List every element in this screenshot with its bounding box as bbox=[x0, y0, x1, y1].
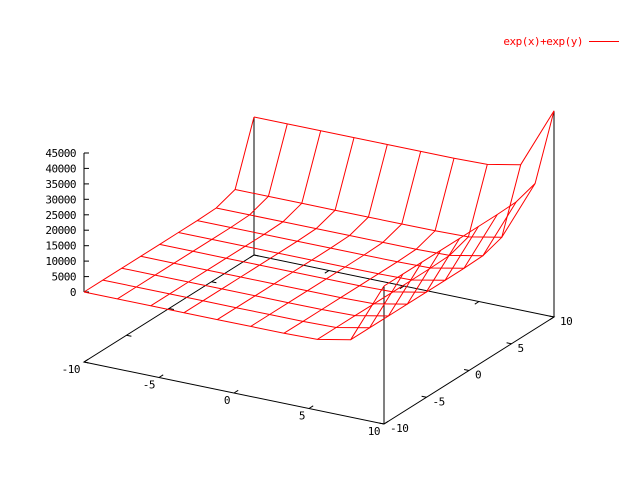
surface-mesh bbox=[83, 110, 555, 341]
y-tick-label: 5 bbox=[518, 342, 524, 355]
mesh-isoline-y bbox=[102, 273, 404, 329]
z-tick-label: 40000 bbox=[45, 162, 76, 175]
mesh-isoline-y bbox=[216, 201, 517, 257]
mesh-isoline-x bbox=[317, 164, 488, 340]
y-tick-mirror bbox=[126, 334, 132, 337]
y-tick bbox=[421, 395, 427, 398]
legend: exp(x)+exp(y) bbox=[503, 35, 619, 48]
x-tick-mirror bbox=[249, 254, 255, 259]
x-tick bbox=[308, 405, 314, 409]
y-tick-mirror bbox=[253, 254, 259, 257]
mesh-isoline-y bbox=[140, 250, 442, 305]
legend-label: exp(x)+exp(y) bbox=[503, 35, 583, 48]
x-tick bbox=[158, 374, 164, 378]
y-tick-mirror bbox=[168, 308, 174, 310]
mesh-isoline-x bbox=[250, 151, 422, 327]
x-tick-mirror bbox=[474, 301, 480, 305]
x-tick bbox=[233, 389, 239, 394]
plot-border bbox=[82, 110, 556, 425]
x-tick-label: 10 bbox=[368, 425, 380, 438]
x-tick-mirror bbox=[324, 270, 330, 274]
mesh-isoline-y bbox=[83, 285, 385, 341]
mesh-isoline-x bbox=[183, 137, 355, 314]
y-tick-label: -10 bbox=[390, 422, 408, 435]
x-tick-label: 5 bbox=[299, 410, 305, 423]
y-tick bbox=[464, 369, 470, 371]
mesh-isoline-x bbox=[283, 158, 455, 334]
x-tick bbox=[83, 358, 89, 363]
x-tick-label: 0 bbox=[224, 394, 230, 407]
mesh-isoline-x bbox=[83, 116, 255, 293]
y-tick-mirror bbox=[83, 361, 89, 364]
mesh-isoline-y bbox=[178, 226, 479, 281]
x-tick-mirror bbox=[549, 316, 555, 321]
z-tick-label: 10000 bbox=[45, 255, 76, 268]
mesh-isoline-x bbox=[350, 164, 522, 341]
y-tick-label: -5 bbox=[433, 395, 445, 408]
y-tick-label: 0 bbox=[475, 369, 481, 382]
x-tick bbox=[383, 420, 389, 425]
y-tick bbox=[548, 315, 555, 318]
mesh-isoline-y bbox=[253, 110, 555, 166]
mesh-isoline-x bbox=[150, 130, 322, 307]
x-tick-label: -5 bbox=[143, 379, 155, 392]
x-tick-mirror bbox=[399, 285, 405, 290]
z-tick-label: 20000 bbox=[45, 224, 76, 237]
y-tick-label: 10 bbox=[560, 315, 572, 328]
mesh-isoline-y bbox=[234, 183, 536, 238]
y-tick bbox=[379, 422, 385, 425]
z-tick-label: 5000 bbox=[52, 271, 77, 284]
z-tick-label: 25000 bbox=[45, 209, 76, 222]
mesh-isoline-x bbox=[217, 144, 388, 321]
y-tick-mirror bbox=[211, 281, 217, 284]
z-tick-label: 0 bbox=[70, 286, 76, 299]
z-tick-label: 45000 bbox=[45, 147, 76, 160]
mesh-isoline-x bbox=[117, 123, 288, 300]
mesh-isoline-y bbox=[159, 238, 461, 293]
z-tick-label: 30000 bbox=[45, 193, 76, 206]
mesh-isoline-x bbox=[383, 110, 555, 287]
y-tick bbox=[506, 342, 512, 345]
mesh-isoline-y bbox=[121, 261, 423, 317]
mesh-isoline-y bbox=[197, 214, 498, 269]
z-tick-label: 35000 bbox=[45, 178, 76, 191]
z-tick-label: 15000 bbox=[45, 240, 76, 253]
axis-labels: 0 5000 10000 15000 20000 25000 30000 35000 40000… bbox=[45, 147, 572, 438]
x-tick-label: -10 bbox=[62, 363, 80, 376]
